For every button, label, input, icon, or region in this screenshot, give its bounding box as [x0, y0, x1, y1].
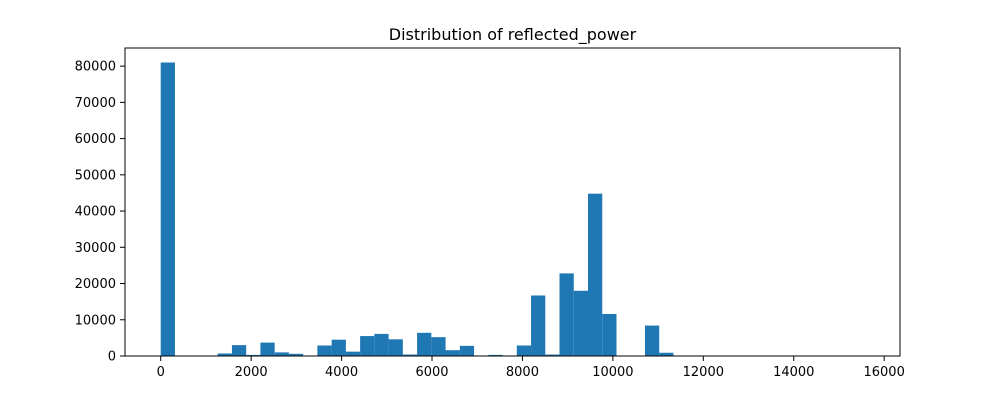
histogram-bar — [402, 354, 418, 356]
chart-title: Distribution of reflected_power — [389, 25, 637, 45]
histogram-bar — [573, 290, 589, 356]
y-tick-label: 0 — [108, 350, 116, 365]
histogram-bar — [588, 193, 603, 356]
histogram-bar — [246, 354, 261, 356]
x-tick-label: 8000 — [506, 365, 539, 380]
histogram-bar — [659, 352, 674, 356]
histogram-bar — [260, 342, 275, 356]
histogram-bar — [231, 345, 247, 356]
histogram-bar — [488, 354, 503, 356]
x-tick-label: 10000 — [592, 365, 633, 380]
histogram-bar — [360, 336, 375, 356]
plot-frame — [124, 47, 901, 357]
y-tick-label: 50000 — [75, 168, 116, 183]
histogram-bar — [459, 345, 475, 356]
histogram-bar — [317, 345, 332, 356]
histogram-bar — [445, 350, 460, 356]
histogram-bar — [345, 351, 361, 356]
histogram-bar — [602, 313, 617, 356]
histogram-bar — [516, 345, 532, 356]
histogram-bar — [559, 273, 574, 356]
x-tick-label: 4000 — [325, 365, 358, 380]
x-tick-label: 16000 — [863, 365, 904, 380]
y-axis: 0 10000 20000 30000 40000 50000 60000 70000 8000… — [75, 60, 125, 365]
x-axis: 0 2000 4000 6000 8000 10000 12000 14000 16000 — [157, 356, 905, 380]
histogram-bar — [388, 339, 403, 356]
x-tick-label: 6000 — [415, 365, 448, 380]
y-tick-label: 60000 — [75, 132, 116, 147]
y-tick-label: 40000 — [75, 205, 116, 220]
x-tick-label: 2000 — [235, 365, 268, 380]
histogram-bar — [274, 352, 289, 356]
x-tick-label: 14000 — [773, 365, 814, 380]
histogram-bar — [288, 353, 304, 356]
histogram-bar — [374, 333, 389, 356]
histogram-bar — [417, 332, 432, 356]
y-tick-label: 70000 — [75, 96, 116, 111]
y-tick-label: 80000 — [75, 60, 116, 75]
histogram-bar — [644, 325, 660, 356]
histogram-bar — [331, 339, 346, 356]
histogram-bar — [431, 337, 446, 356]
histogram-bar — [531, 295, 546, 356]
x-tick-label: 12000 — [683, 365, 724, 380]
histogram-bar — [217, 353, 232, 356]
y-tick-label: 20000 — [75, 277, 116, 292]
histogram-bar — [160, 62, 175, 357]
bars-group — [160, 62, 674, 357]
x-tick-label: 0 — [157, 365, 165, 380]
y-tick-label: 10000 — [75, 313, 116, 328]
y-tick-label: 30000 — [75, 241, 116, 256]
histogram-bar — [545, 354, 560, 356]
